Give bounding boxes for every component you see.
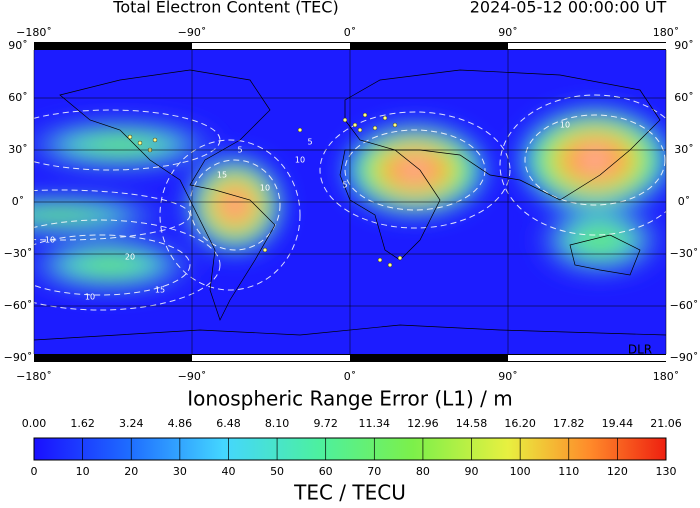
- lat-tick-label: 0˚: [678, 195, 691, 208]
- colorbar-bottom-tick: 50: [270, 465, 284, 478]
- colorbar-top-tick: 16.20: [504, 417, 536, 430]
- colorbar-top-tick: 0.00: [22, 417, 47, 430]
- colorbar-bottom-tick: 100: [510, 465, 531, 478]
- tec-field: [34, 69, 666, 341]
- colorbar-bottom-label: TEC / TECU: [293, 481, 406, 505]
- colorbar-top-tick: 3.24: [119, 417, 144, 430]
- colorbar-bottom-tick: 40: [221, 465, 235, 478]
- colorbar-top-tick: 9.72: [313, 417, 338, 430]
- frame-segment: [508, 43, 666, 49]
- colorbar-top-tick: 4.86: [168, 417, 193, 430]
- lat-tick-label: 0˚: [12, 195, 25, 208]
- lon-tick-label: 90˚: [498, 26, 518, 39]
- colorbar-top-tick: 8.10: [265, 417, 290, 430]
- contour-label: 10: [45, 236, 55, 245]
- contour-label: 5: [307, 138, 312, 147]
- frame-segment: [192, 43, 350, 49]
- contour-label: 5: [237, 146, 242, 155]
- contour-label: 15: [217, 171, 227, 180]
- colorbar-bottom-tick: 110: [558, 465, 579, 478]
- colorbar-bottom-tick: 80: [416, 465, 430, 478]
- colorbar: [33, 437, 667, 461]
- lon-tick-label: −90˚: [178, 26, 207, 39]
- lon-tick-label: 180˚: [653, 26, 680, 39]
- lat-tick-label: −90˚: [670, 351, 699, 364]
- colorbar-top-tick: 12.96: [407, 417, 439, 430]
- lon-tick-label: −180˚: [16, 26, 52, 39]
- colorbar-bottom-tick: 0: [31, 465, 38, 478]
- lat-tick-label: −30˚: [4, 247, 33, 260]
- frame-segment: [352, 43, 508, 49]
- frame-segment: [36, 43, 192, 49]
- lat-tick-label: 30˚: [674, 143, 694, 156]
- colorbar-top-label: Ionospheric Range Error (L1) / m: [187, 387, 513, 411]
- colorbar-bottom-tick: 90: [465, 465, 479, 478]
- lat-tick-label: 60˚: [674, 91, 694, 104]
- colorbar-bottom-tick: 30: [173, 465, 187, 478]
- contour-label: 15: [155, 286, 165, 295]
- colorbar-top-tick: 17.82: [553, 417, 585, 430]
- lon-tick-label: −90˚: [178, 370, 207, 383]
- lat-tick-label: −90˚: [4, 351, 33, 364]
- credit: DLR: [628, 343, 652, 357]
- colorbar-top-tick: 21.06: [650, 417, 682, 430]
- lat-tick-label: −60˚: [4, 299, 33, 312]
- colorbar-bottom-tick: 130: [656, 465, 677, 478]
- colorbar-bottom-tick: 60: [319, 465, 333, 478]
- lat-tick-label: 30˚: [8, 143, 28, 156]
- lon-tick-label: 90˚: [498, 370, 518, 383]
- contour-label: 10: [560, 121, 570, 130]
- lat-tick-label: 60˚: [8, 91, 28, 104]
- colorbar-bottom-tick: 20: [124, 465, 138, 478]
- contour-label: 10: [260, 184, 270, 193]
- lat-tick-label: 90˚: [8, 39, 28, 52]
- frame-segment: [508, 355, 666, 361]
- title: Total Electron Content (TEC): [112, 0, 338, 17]
- colorbar-top-tick: 14.58: [456, 417, 488, 430]
- colorbar-bottom-tick: 10: [76, 465, 90, 478]
- lat-tick-label: 90˚: [674, 39, 694, 52]
- colorbar-top-tick: 11.34: [359, 417, 391, 430]
- lon-tick-label: 0˚: [344, 26, 357, 39]
- timestamp: 2024-05-12 00:00:00 UT: [470, 0, 667, 17]
- lon-tick-label: 180˚: [653, 370, 680, 383]
- contour-label: 10: [85, 293, 95, 302]
- colorbar-top-tick: 19.44: [602, 417, 634, 430]
- contour-label: 10: [295, 156, 305, 165]
- contour-label: 5: [342, 181, 347, 190]
- colorbar-top-tick: 1.62: [70, 417, 95, 430]
- colorbar-bottom-tick: 120: [607, 465, 628, 478]
- colorbar-bottom-tick: 70: [367, 465, 381, 478]
- colorbar-top-tick: 6.48: [216, 417, 241, 430]
- lat-tick-label: −60˚: [670, 299, 699, 312]
- contour-label: 20: [125, 253, 135, 262]
- lon-tick-label: 0˚: [344, 370, 357, 383]
- lat-tick-label: −30˚: [670, 247, 699, 260]
- frame-segment: [192, 355, 350, 361]
- lon-tick-label: −180˚: [16, 370, 52, 383]
